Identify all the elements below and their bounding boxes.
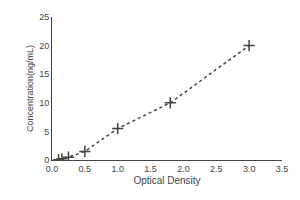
svg-text:10: 10 <box>39 98 49 108</box>
svg-text:3.5: 3.5 <box>276 164 289 174</box>
svg-text:3.0: 3.0 <box>243 164 256 174</box>
svg-text:2.5: 2.5 <box>210 164 223 174</box>
svg-text:15: 15 <box>39 69 49 79</box>
svg-text:0.5: 0.5 <box>79 164 92 174</box>
svg-text:20: 20 <box>39 41 49 51</box>
svg-text:Optical Density: Optical Density <box>133 175 200 186</box>
svg-text:25: 25 <box>39 12 49 22</box>
svg-text:1.5: 1.5 <box>144 164 157 174</box>
svg-text:5: 5 <box>44 127 49 137</box>
svg-text:0.0: 0.0 <box>46 164 59 174</box>
svg-text:2.0: 2.0 <box>177 164 190 174</box>
svg-text:1.0: 1.0 <box>111 164 124 174</box>
svg-text:0: 0 <box>44 155 49 165</box>
svg-text:Concentration(ng/mL): Concentration(ng/mL) <box>25 45 35 132</box>
